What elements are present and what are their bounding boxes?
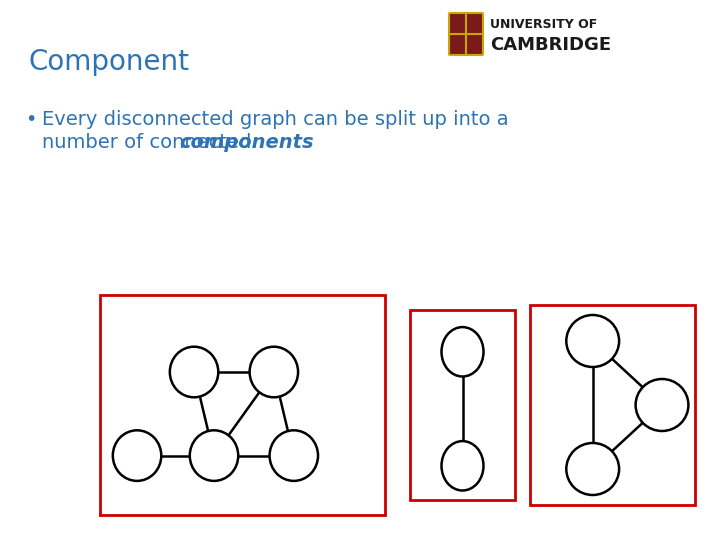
Ellipse shape (441, 441, 484, 490)
Text: UNIVERSITY OF: UNIVERSITY OF (490, 18, 598, 31)
Text: Component: Component (28, 48, 189, 76)
Text: components: components (179, 133, 314, 152)
Text: .: . (259, 133, 265, 152)
Ellipse shape (567, 315, 619, 367)
Ellipse shape (441, 327, 484, 376)
Bar (410, 310, 515, 500)
Ellipse shape (567, 443, 619, 495)
Bar (100, 295, 385, 515)
Ellipse shape (269, 430, 318, 481)
Text: number of connected: number of connected (42, 133, 258, 152)
FancyBboxPatch shape (449, 13, 483, 55)
Ellipse shape (170, 347, 218, 397)
Ellipse shape (250, 347, 298, 397)
Text: •: • (25, 110, 37, 129)
Ellipse shape (113, 430, 161, 481)
Ellipse shape (636, 379, 688, 431)
Ellipse shape (190, 430, 238, 481)
Text: CAMBRIDGE: CAMBRIDGE (490, 36, 611, 54)
Bar (530, 305, 695, 505)
Text: Every disconnected graph can be split up into a: Every disconnected graph can be split up… (42, 110, 508, 129)
